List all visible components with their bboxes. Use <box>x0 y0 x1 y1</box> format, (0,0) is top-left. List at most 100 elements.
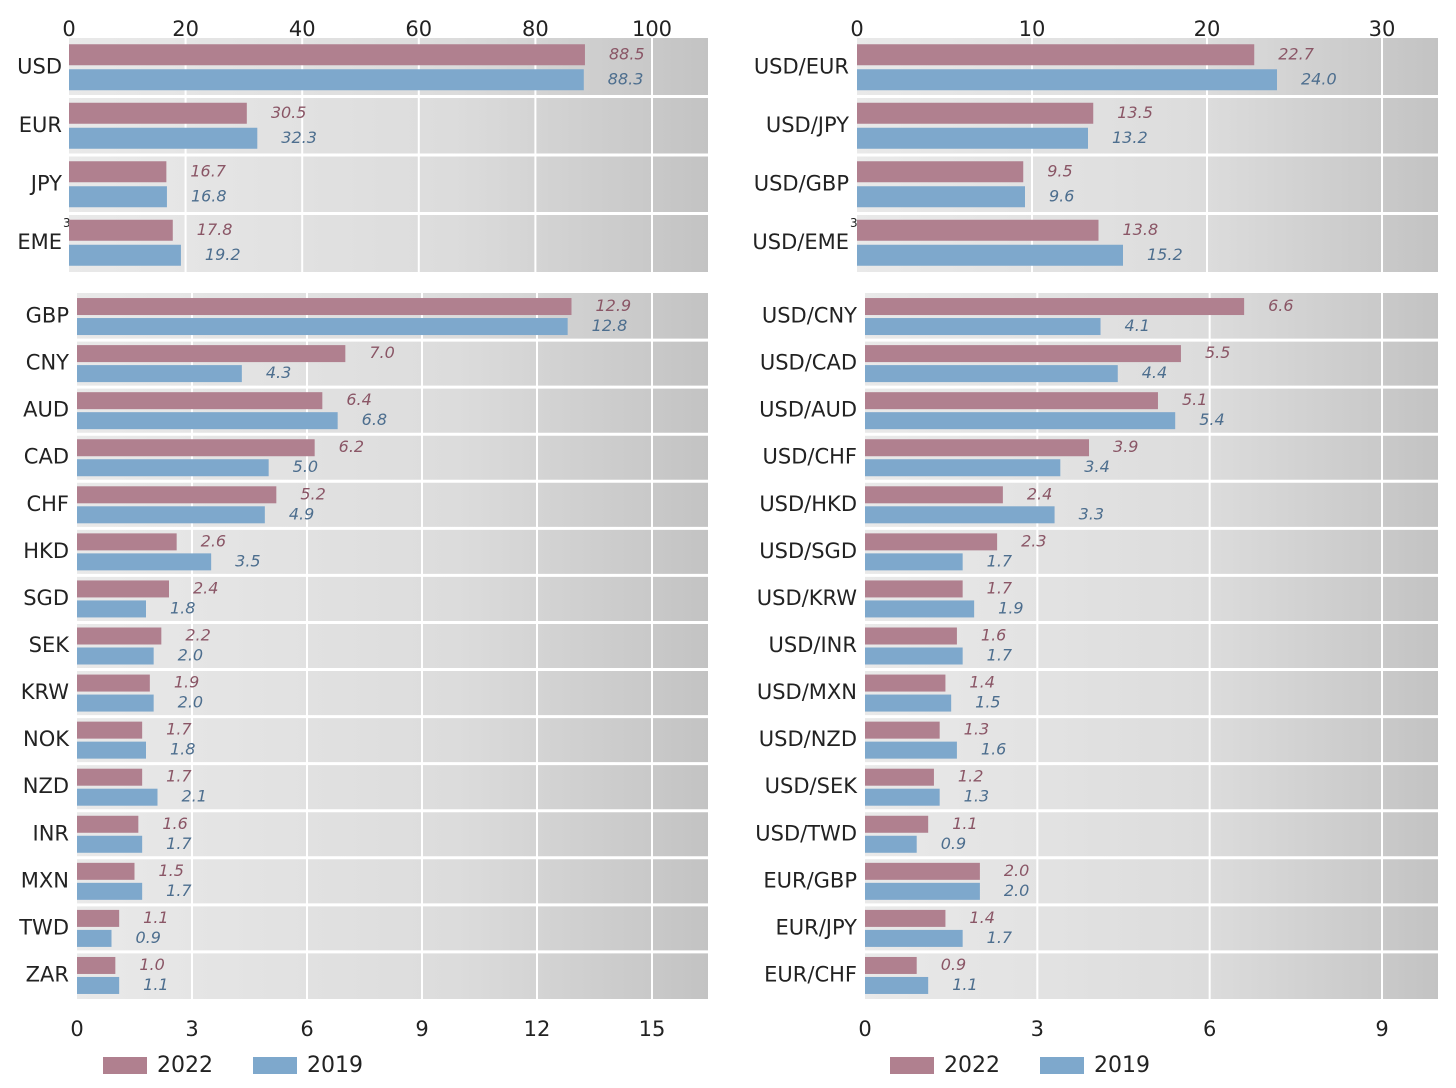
category-label: USD/AUD <box>759 398 857 422</box>
data-label-2019: 1.7 <box>987 551 1013 570</box>
data-label-2019: 2.0 <box>178 693 203 712</box>
data-label-2022: 1.1 <box>143 908 168 927</box>
data-label-2022: 1.7 <box>166 720 192 739</box>
bar-2022 <box>865 580 963 598</box>
data-label-2019: 5.0 <box>293 457 318 476</box>
data-label-2019: 13.2 <box>1112 128 1148 147</box>
data-label-2022: 1.0 <box>139 955 164 974</box>
data-label-2019: 1.6 <box>981 740 1006 759</box>
bar-2022 <box>865 768 934 786</box>
category-label: USD/SGD <box>759 539 857 563</box>
data-label-2019: 9.6 <box>1049 186 1074 205</box>
bar-2019 <box>865 318 1101 336</box>
category-label: USD/EUR <box>754 54 849 78</box>
data-label-2019: 2.0 <box>178 646 203 665</box>
bar-2022 <box>865 862 980 880</box>
data-label-2019: 4.4 <box>1142 363 1167 382</box>
data-label-2022: 2.6 <box>201 531 226 550</box>
data-label-2022: 2.4 <box>1027 484 1052 503</box>
bar-2019 <box>857 244 1123 266</box>
bar-2022 <box>77 627 162 645</box>
bar-2022 <box>77 486 277 504</box>
axis-tick-label: 60 <box>405 17 432 41</box>
bar-2019 <box>69 244 181 266</box>
bar-2019 <box>857 186 1025 208</box>
data-label-2022: 1.5 <box>159 861 184 880</box>
category-label: EUR <box>19 113 62 137</box>
category-label: USD/SEK <box>765 774 859 798</box>
bar-2019 <box>77 553 212 571</box>
bar-2019 <box>77 647 154 665</box>
data-label-2022: 1.2 <box>958 767 983 786</box>
chart-panel-3: 0 3 6 9 12 15 GBP 12.912.8 CNY 7.0 4.3 AUD 6.46.8 CAD… <box>18 293 708 1041</box>
data-label-2019: 1.5 <box>975 693 1000 712</box>
data-label-2022: 13.8 <box>1123 220 1159 239</box>
legend-swatch-2022 <box>103 1057 147 1074</box>
category-label: SGD <box>23 586 69 610</box>
data-label-2019: 12.8 <box>592 316 628 335</box>
data-label-2019: 1.8 <box>170 740 195 759</box>
bar-2022 <box>77 580 169 598</box>
bar-2022 <box>69 161 167 183</box>
category-label: USD/EME <box>752 230 849 254</box>
category-label: CNY <box>26 351 69 375</box>
category-label: MXN <box>21 868 69 892</box>
bar-2019 <box>857 69 1277 91</box>
bar-2022 <box>69 102 247 124</box>
axis-tick-label: 15 <box>639 1017 666 1041</box>
axis-tick-label: 0 <box>850 17 863 41</box>
data-label-2019: 32.3 <box>281 128 317 147</box>
footnote-marker: 3 <box>63 216 71 230</box>
chart-panel-4: 0 3 6 9 USD/CNY 6.6 4.1 USD/CAD 5.5 4.4 USD/AUD 5.1… <box>755 293 1438 1041</box>
category-label: EUR/CHF <box>764 962 857 986</box>
axis-tick-label: 12 <box>524 1017 551 1041</box>
data-label-2022: 2.3 <box>1021 531 1046 550</box>
bar-2022 <box>865 392 1158 410</box>
bar-2019 <box>77 412 338 430</box>
bar-2022 <box>865 627 957 645</box>
data-label-2022: 12.9 <box>596 296 632 315</box>
data-label-2022: 2.2 <box>185 626 210 645</box>
category-label: EUR/GBP <box>763 868 857 892</box>
bar-2022 <box>77 345 346 363</box>
category-label: NZD <box>23 774 69 798</box>
bar-2022 <box>77 956 116 974</box>
bar-2019 <box>69 69 584 91</box>
axis-tick-label: 3 <box>1031 1017 1044 1041</box>
data-label-2022: 0.9 <box>941 955 966 974</box>
data-label-2019: 19.2 <box>205 245 241 264</box>
bar-2022 <box>865 721 940 739</box>
data-label-2019: 1.1 <box>952 975 977 994</box>
bar-2019 <box>865 412 1176 430</box>
bar-2019 <box>77 694 154 712</box>
data-label-2022: 1.6 <box>981 626 1006 645</box>
category-label: ZAR <box>26 962 69 986</box>
category-label: INR <box>33 821 70 845</box>
bar-2019 <box>865 365 1118 383</box>
bar-2019 <box>77 788 158 806</box>
axis-tick-label: 20 <box>172 17 199 41</box>
bar-2022 <box>77 674 150 692</box>
category-label: USD/HKD <box>759 492 857 516</box>
bar-2022 <box>69 219 173 241</box>
bar-2019 <box>865 553 963 571</box>
data-label-2019: 2.0 <box>1004 881 1029 900</box>
bar-2022 <box>865 486 1003 504</box>
category-label: USD/KRW <box>757 586 857 610</box>
bar-2019 <box>865 506 1055 524</box>
data-label-2022: 17.8 <box>197 220 233 239</box>
category-label: GBP <box>26 304 69 328</box>
data-label-2022: 22.7 <box>1278 44 1314 63</box>
bar-2019 <box>865 600 975 618</box>
bar-2022 <box>69 44 585 66</box>
data-label-2019: 0.9 <box>941 834 966 853</box>
category-label: EUR/JPY <box>775 915 857 939</box>
axis-tick-label: 6 <box>1203 1017 1216 1041</box>
bar-2019 <box>865 741 957 759</box>
legend-label: 2019 <box>307 1053 363 1078</box>
plot-background <box>77 293 708 999</box>
category-label: JPY <box>29 171 62 195</box>
data-label-2022: 5.5 <box>1205 343 1230 362</box>
data-label-2022: 1.9 <box>174 673 199 692</box>
